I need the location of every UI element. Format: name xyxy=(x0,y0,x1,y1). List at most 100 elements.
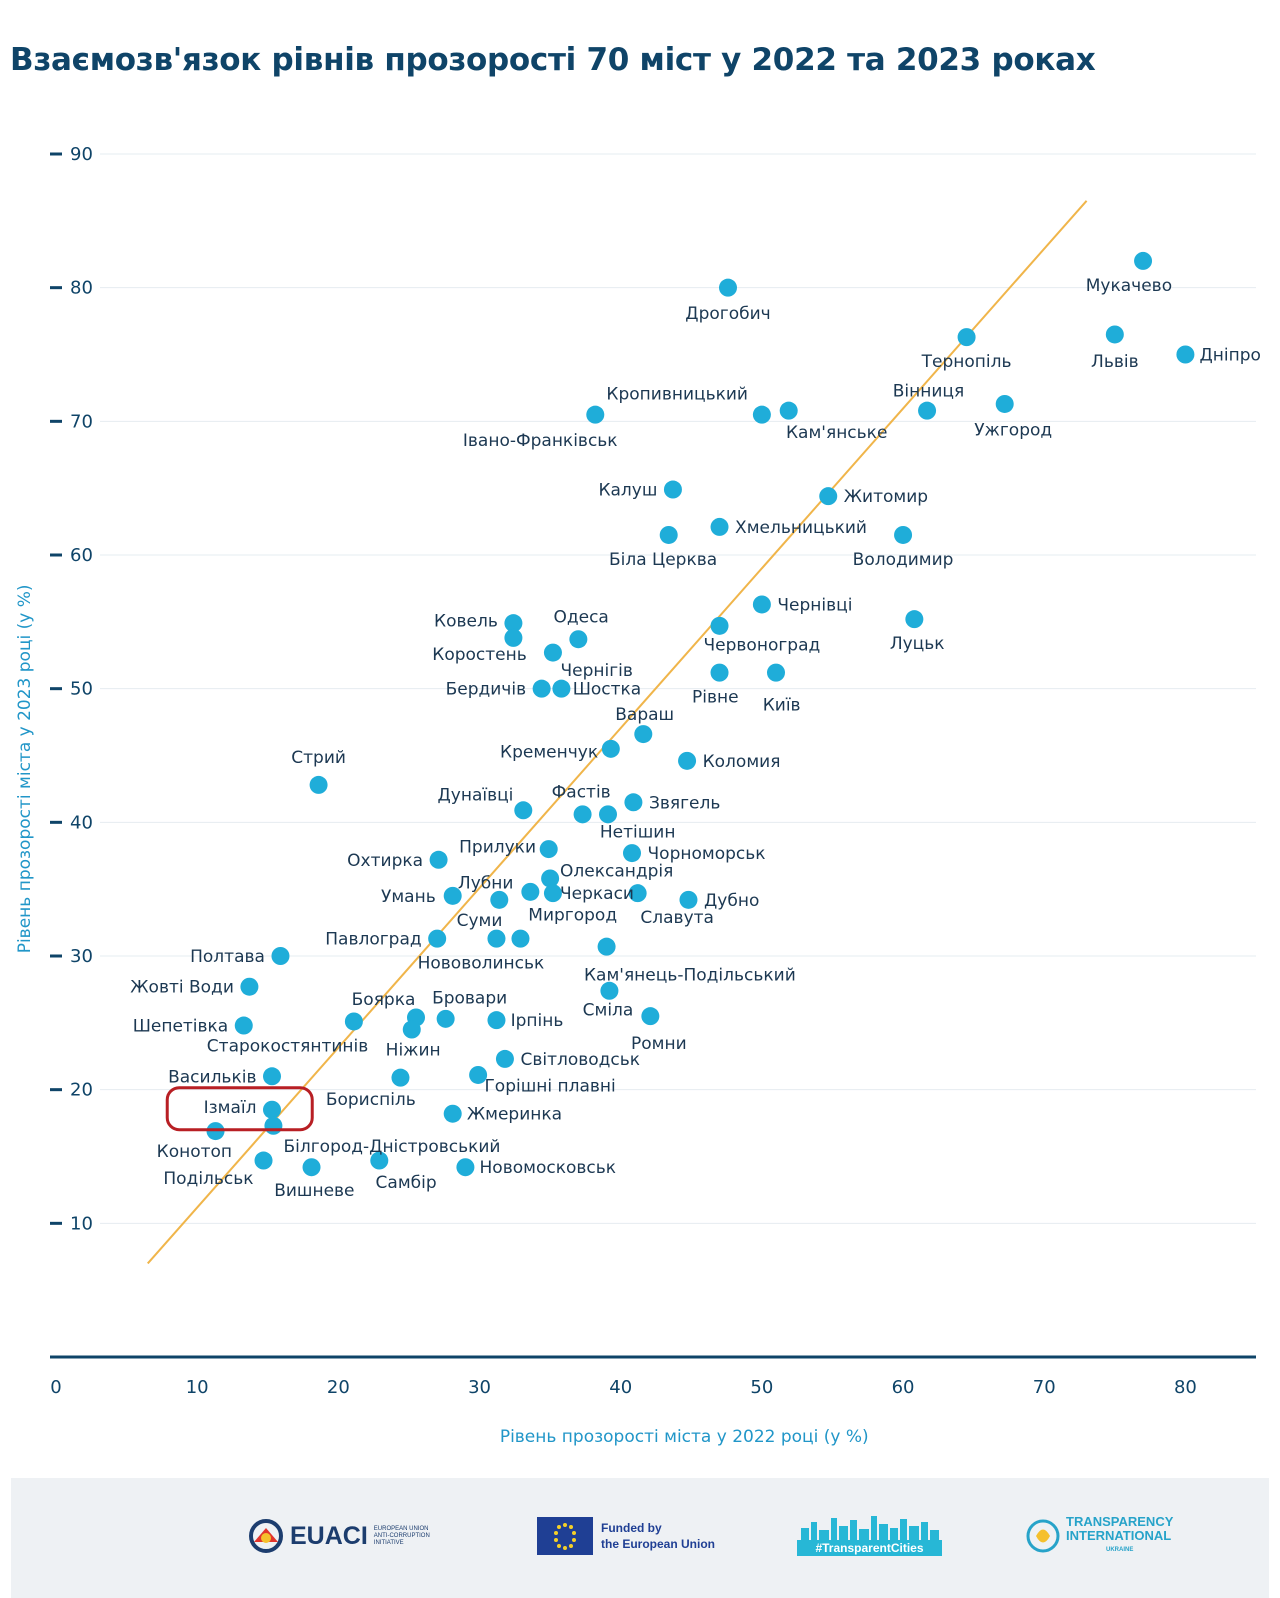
data-point xyxy=(819,487,838,506)
data-point xyxy=(600,981,619,1000)
y-tick-label: 60 xyxy=(70,545,93,566)
point-label: Львів xyxy=(1091,352,1139,372)
data-point xyxy=(905,610,924,629)
y-tick-label: 80 xyxy=(70,278,93,299)
data-point xyxy=(623,844,641,863)
point-label: Калуш xyxy=(598,481,657,501)
x-axis-label: Рівень прозорості міста у 2022 році (у %… xyxy=(500,1427,869,1447)
data-point xyxy=(428,929,447,948)
data-point xyxy=(918,401,937,420)
data-point xyxy=(586,405,605,424)
point-label: Жовті Води xyxy=(130,978,234,998)
point-label: Бровари xyxy=(432,988,507,1008)
data-point xyxy=(543,884,562,903)
point-label: Умань xyxy=(381,887,436,907)
point-label: Івано-Франківськ xyxy=(463,431,618,451)
data-point xyxy=(271,947,290,965)
ti-subtitle: UKRAINE xyxy=(1106,1547,1134,1553)
trend-line xyxy=(147,200,1088,1265)
point-label: Павлоград xyxy=(325,930,421,950)
data-point xyxy=(443,1104,462,1123)
data-point xyxy=(679,890,698,909)
point-label: Київ xyxy=(763,696,801,716)
euaci-logo[interactable]: EUACI EUROPEAN UNION ANTI-CORRUPTION INI… xyxy=(248,1514,444,1558)
point-label: Звягель xyxy=(649,793,720,813)
data-point xyxy=(521,882,540,901)
x-tick-label: 70 xyxy=(1033,1377,1056,1398)
data-point xyxy=(710,616,729,635)
data-point xyxy=(504,628,523,647)
point-label: Шепетівка xyxy=(133,1017,229,1037)
point-label: Нетішин xyxy=(600,823,676,843)
x-tick-label: 30 xyxy=(468,1377,491,1398)
data-point xyxy=(402,1020,421,1039)
point-label: Нововолинськ xyxy=(418,954,545,974)
eu-funded-line2: the European Union xyxy=(601,1537,715,1551)
point-label: Мукачево xyxy=(1086,276,1172,296)
point-label: Вінниця xyxy=(893,382,964,402)
y-tick-label: 10 xyxy=(70,1213,93,1234)
data-point xyxy=(490,890,509,909)
data-point xyxy=(767,663,785,682)
data-point xyxy=(456,1158,475,1177)
point-label: Коростень xyxy=(432,645,527,665)
point-label: Чернівці xyxy=(777,595,852,615)
scatter-chart: 10 20 30 40 50 60 70 80 90 0 10 20 30 40 50 60 70 80 Рівен… xyxy=(15,144,1261,1447)
data-point xyxy=(752,405,771,424)
point-label: Світловодськ xyxy=(520,1050,640,1070)
point-label: Ірпінь xyxy=(511,1011,564,1031)
point-label: Шостка xyxy=(573,680,642,700)
euaci-subtitle: EUROPEAN UNION ANTI-CORRUPTION INITIATIV… xyxy=(373,1525,430,1546)
point-label: Бердичів xyxy=(446,680,527,700)
data-point xyxy=(469,1065,488,1084)
point-label: Старокостянтинів xyxy=(207,1037,368,1057)
point-label: Жмеринка xyxy=(467,1105,562,1125)
data-point xyxy=(569,630,588,649)
highlight-box xyxy=(165,1086,314,1132)
point-label: Олександрія xyxy=(560,861,673,881)
point-label: Новомосковськ xyxy=(480,1158,617,1178)
data-point xyxy=(532,679,551,698)
data-point xyxy=(234,1016,253,1035)
point-label: Васильків xyxy=(168,1067,256,1087)
point-label: Біла Церква xyxy=(609,550,717,570)
point-label: Ізмаїл xyxy=(204,1098,257,1118)
point-label: Подільськ xyxy=(163,1169,253,1189)
footer-logos: EUACI EUROPEAN UNION ANTI-CORRUPTION INI… xyxy=(11,1478,1269,1598)
data-point xyxy=(624,793,643,812)
x-tick-label: 50 xyxy=(750,1377,773,1398)
y-tick-label: 20 xyxy=(70,1080,93,1101)
eu-funded-logo[interactable]: Funded by the European Union xyxy=(537,1514,715,1558)
data-point xyxy=(511,929,530,948)
data-point xyxy=(710,517,729,536)
point-label: Кременчук xyxy=(500,742,598,762)
data-point xyxy=(254,1151,273,1170)
data-point xyxy=(495,1049,514,1068)
y-tick-label: 70 xyxy=(70,411,93,432)
y-tick-label: 40 xyxy=(70,812,93,833)
y-axis-label: Рівень прозорості міста у 2023 році (у %… xyxy=(15,584,35,953)
data-point xyxy=(514,801,533,820)
data-point xyxy=(599,805,617,824)
data-point xyxy=(1134,251,1153,270)
data-point xyxy=(541,869,560,888)
data-point xyxy=(391,1068,410,1087)
eu-flag-icon xyxy=(537,1517,593,1555)
data-point xyxy=(436,1009,455,1028)
ti-line2: INTERNATIONAL xyxy=(1066,1528,1172,1543)
point-label: Чорноморськ xyxy=(648,844,766,864)
point-label: Прилуки xyxy=(459,837,536,857)
point-label: Дунаївці xyxy=(437,785,513,805)
data-point xyxy=(597,937,616,956)
transparency-international-logo[interactable]: TRANSPARENCY INTERNATIONAL UKRAINE xyxy=(1026,1514,1173,1558)
data-point xyxy=(752,595,771,614)
point-label: Ніжин xyxy=(386,1041,441,1061)
data-point xyxy=(779,401,798,420)
point-label: Черкаси xyxy=(560,884,634,904)
data-point xyxy=(370,1151,389,1170)
point-label: Кам'янське xyxy=(786,423,887,443)
point-label: Охтирка xyxy=(347,851,423,871)
transparent-cities-logo[interactable]: #TransparentCities xyxy=(797,1514,942,1558)
point-label: Володимир xyxy=(853,550,954,570)
data-point xyxy=(443,886,462,905)
